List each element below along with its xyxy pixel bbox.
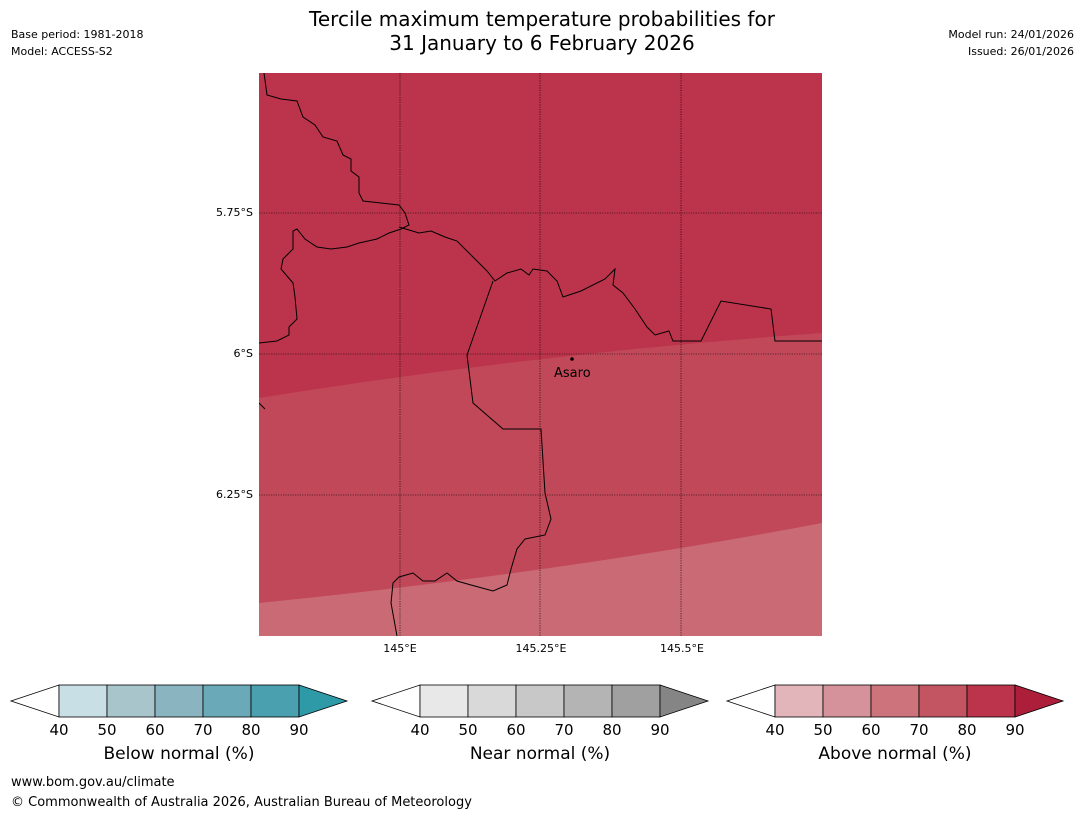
title-line-2: 31 January to 6 February 2026 <box>389 31 695 55</box>
meta-left: Base period: 1981-2018 Model: ACCESS-S2 <box>11 26 143 60</box>
colorbar-tick-label: 80 <box>957 721 977 739</box>
colorbar-segment <box>918 684 968 718</box>
colorbar-segment <box>870 684 920 718</box>
colorbar-tick-label: 60 <box>506 721 526 739</box>
colorbar-tick-label: 50 <box>458 721 478 739</box>
model-name: Model: ACCESS-S2 <box>11 45 113 58</box>
colorbar-segment <box>515 684 565 718</box>
colorbar-segment <box>611 684 661 718</box>
lon-tick-3: 145.5°E <box>660 642 704 655</box>
province-borders <box>259 73 822 636</box>
colorbar-segment <box>419 684 469 718</box>
colorbar-segment <box>774 684 824 718</box>
footer-copyright: © Commonwealth of Australia 2026, Austra… <box>11 795 472 810</box>
meta-right: Model run: 24/01/2026 Issued: 26/01/2026 <box>948 26 1074 60</box>
lat-tick-2: 6°S <box>233 347 253 360</box>
model-run: Model run: 24/01/2026 <box>948 28 1074 41</box>
lon-tick-2: 145.25°E <box>515 642 567 655</box>
colorbar-title: Above normal (%) <box>818 744 972 764</box>
colorbar-tick-label: 40 <box>765 721 785 739</box>
issued-date: Issued: 26/01/2026 <box>967 45 1074 58</box>
asaro-marker <box>570 357 574 361</box>
colorbar-max-arrow <box>298 684 349 718</box>
colorbar-tick-label: 70 <box>909 721 929 739</box>
colorbar-title: Near normal (%) <box>469 744 611 764</box>
colorbar-2 <box>725 684 1065 718</box>
colorbar-segment <box>467 684 517 718</box>
colorbar-tick-label: 70 <box>554 721 574 739</box>
colorbars <box>9 684 1065 718</box>
colorbar-segment <box>563 684 613 718</box>
lat-tick-3: 6.25°S <box>216 488 253 501</box>
chart-title: Tercile maximum temperature probabilitie… <box>242 7 842 55</box>
colorbar-max-arrow <box>659 684 710 718</box>
colorbar-title: Below normal (%) <box>103 744 255 764</box>
colorbar-min-arrow <box>370 684 421 718</box>
colorbar-segment <box>106 684 156 718</box>
colorbar-tick-label: 50 <box>97 721 117 739</box>
colorbar-tick-label: 40 <box>410 721 430 739</box>
asaro-label: Asaro <box>554 366 591 381</box>
colorbar-max-arrow <box>1014 684 1065 718</box>
colorbar-tick-label: 60 <box>145 721 165 739</box>
colorbar-segment <box>250 684 300 718</box>
colorbar-tick-label: 90 <box>1005 721 1025 739</box>
title-line-1: Tercile maximum temperature probabilitie… <box>309 7 775 31</box>
colorbar-1 <box>370 684 710 718</box>
colorbar-min-arrow <box>725 684 776 718</box>
probability-map: Asaro <box>259 73 822 636</box>
lon-tick-1: 145°E <box>383 642 417 655</box>
colorbar-tick-label: 50 <box>813 721 833 739</box>
colorbar-min-arrow <box>9 684 60 718</box>
colorbar-segment <box>202 684 252 718</box>
colorbar-tick-label: 90 <box>289 721 309 739</box>
colorbar-segment <box>966 684 1016 718</box>
lat-tick-1: 5.75°S <box>216 206 253 219</box>
colorbar-tick-label: 70 <box>193 721 213 739</box>
base-period: Base period: 1981-2018 <box>11 28 144 41</box>
colorbar-tick-label: 60 <box>861 721 881 739</box>
colorbar-tick-label: 80 <box>241 721 261 739</box>
footer-url: www.bom.gov.au/climate <box>11 775 175 790</box>
colorbar-segment <box>154 684 204 718</box>
colorbar-0 <box>9 684 349 718</box>
gridlines <box>259 73 822 636</box>
colorbar-tick-label: 40 <box>49 721 69 739</box>
colorbar-segment <box>822 684 872 718</box>
colorbar-tick-label: 90 <box>650 721 670 739</box>
colorbar-segment <box>58 684 108 718</box>
colorbar-tick-label: 80 <box>602 721 622 739</box>
